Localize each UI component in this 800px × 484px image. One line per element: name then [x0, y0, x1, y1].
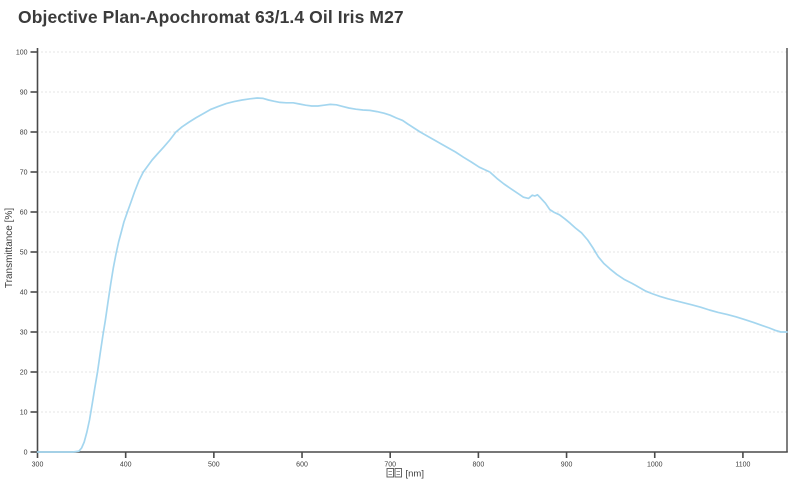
x-ticks: 300 400 500 600 700 800 900 1000 1100	[32, 452, 751, 469]
x-tick-label: 700	[384, 462, 396, 469]
y-tick-label: 40	[20, 289, 28, 296]
x-tick-label: 500	[208, 462, 220, 469]
y-tick-label: 70	[20, 169, 28, 176]
missing-glyph-box-icon	[386, 468, 394, 478]
x-tick-label: 1000	[647, 462, 663, 469]
gridlines	[37, 51, 787, 413]
y-tick-label: 20	[20, 369, 28, 376]
x-axis-title: [nm]	[386, 468, 424, 480]
x-tick-label: 300	[32, 462, 44, 469]
x-tick-label: 600	[296, 462, 308, 469]
y-tick-label: 90	[20, 89, 28, 96]
x-tick-label: 900	[561, 462, 573, 469]
y-tick-label: 50	[20, 249, 28, 256]
y-tick-label: 80	[20, 129, 28, 136]
transmittance-curve	[36, 97, 788, 453]
y-tick-label: 30	[20, 329, 28, 336]
x-tick-label: 400	[120, 462, 132, 469]
y-ticks: 0 10 20 30 40 50 60 70 80 90 100	[16, 49, 38, 456]
y-tick-label: 100	[16, 49, 28, 56]
y-tick-label: 10	[20, 409, 28, 416]
axes	[36, 48, 788, 453]
x-tick-label: 800	[473, 462, 485, 469]
missing-glyph-box-icon	[394, 468, 402, 478]
x-tick-label: 1100	[735, 462, 750, 469]
x-axis-unit-label: [nm]	[406, 469, 424, 480]
y-tick-label: 0	[24, 449, 28, 456]
y-tick-label: 60	[20, 209, 28, 216]
chart-title: Objective Plan-Apochromat 63/1.4 Oil Iri…	[18, 7, 404, 27]
